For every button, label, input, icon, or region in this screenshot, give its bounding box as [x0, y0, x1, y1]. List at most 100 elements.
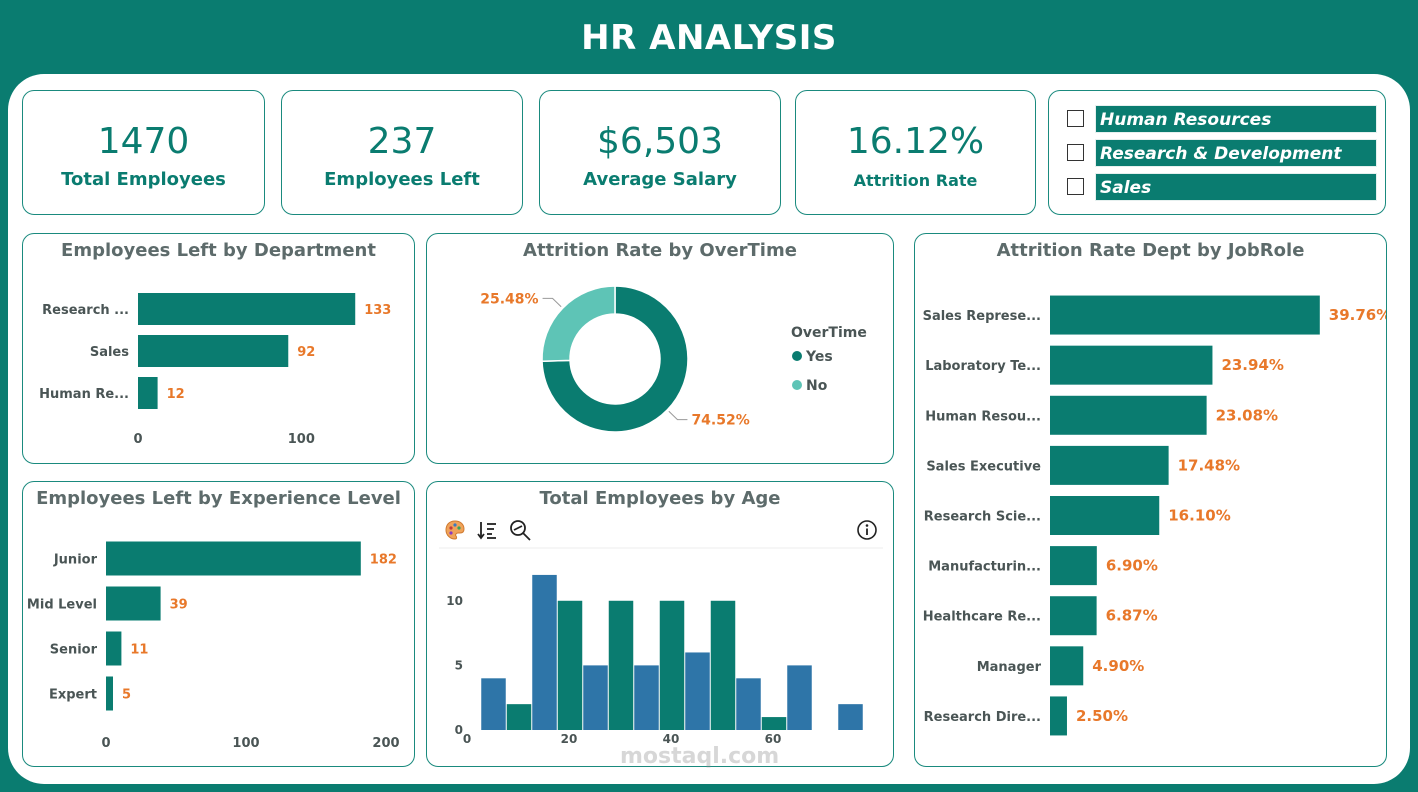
age-bar-6	[634, 665, 659, 730]
value-label: 23.08%	[1216, 406, 1278, 424]
age-bar-0	[481, 678, 506, 730]
category-label: Healthcare Re...	[923, 610, 1041, 625]
value-label: 23.94%	[1221, 356, 1283, 374]
bar-8	[1050, 696, 1067, 736]
slicer-item-research-development[interactable]: Research & Development	[1067, 139, 1377, 167]
kpi-value: 1470	[97, 121, 190, 162]
value-label: 16.10%	[1168, 507, 1230, 525]
x-tick-label: 40	[663, 732, 680, 746]
chart-total-employees-by-age[interactable]: Total Employees by Age 0 5 10 0	[426, 481, 894, 767]
zoom-icon[interactable]	[510, 520, 531, 541]
x-tick-label: 100	[232, 736, 259, 751]
kpi-value: $6,503	[597, 121, 723, 162]
category-label: Research Scie...	[924, 510, 1041, 525]
kpi-label: Total Employees	[61, 169, 226, 190]
bar-1	[106, 586, 161, 621]
bar-2	[106, 631, 122, 666]
checkbox[interactable]	[1067, 178, 1084, 195]
value-label: 11	[130, 643, 148, 658]
age-bar-8	[685, 652, 710, 730]
y-tick-label: 0	[455, 723, 463, 737]
chart-attrition-by-overtime[interactable]: Attrition Rate by OverTime 74.52% 25.48% O…	[426, 233, 894, 464]
value-label: 74.52%	[691, 413, 749, 429]
category-label: Laboratory Te...	[925, 359, 1041, 374]
age-bar-10	[736, 678, 761, 730]
slicer-label[interactable]: Sales	[1095, 173, 1377, 201]
department-bar-chart: Research ... 133 Sales 92 Human Re... 12 0 100	[39, 293, 391, 447]
age-histogram: 0 5 10 0 20 40 60	[446, 574, 863, 746]
chart-employees-left-by-department[interactable]: Employees Left by Department Research ..…	[22, 233, 415, 464]
category-label: Expert	[49, 688, 97, 703]
jobrole-bar-chart: Sales Represe... 39.76% Laboratory Te... 23…	[923, 295, 1386, 736]
legend-marker	[792, 380, 802, 390]
bar-1	[138, 335, 289, 367]
legend-title: OverTime	[791, 325, 867, 341]
x-tick-label: 0	[463, 732, 471, 746]
category-label: Junior	[53, 553, 98, 568]
chart-title: Attrition Rate Dept by JobRole	[996, 240, 1305, 261]
checkbox[interactable]	[1067, 110, 1084, 127]
kpi-label: Employees Left	[324, 169, 480, 190]
legend-label: No	[806, 378, 828, 394]
bar-3	[106, 676, 113, 711]
category-label: Research ...	[42, 303, 129, 318]
donut-slice-yes	[541, 285, 689, 433]
bar-5	[1050, 546, 1097, 586]
age-bar-11	[761, 717, 787, 730]
y-tick-label: 5	[455, 658, 463, 672]
slicer-item-human-resources[interactable]: Human Resources	[1067, 105, 1377, 133]
kpi-total-employees[interactable]: 1470 Total Employees	[22, 90, 265, 215]
kpi-attrition-rate[interactable]: 16.12% Attrition Rate	[795, 90, 1036, 215]
age-bar-5	[608, 600, 634, 730]
slicer-label[interactable]: Research & Development	[1095, 139, 1377, 167]
age-bar-2	[532, 574, 557, 730]
info-icon[interactable]	[857, 520, 877, 540]
slicer-label[interactable]: Human Resources	[1095, 105, 1377, 133]
category-label: Manager	[977, 660, 1042, 675]
value-label: 182	[370, 553, 397, 568]
kpi-average-salary[interactable]: $6,503 Average Salary	[539, 90, 781, 215]
kpi-employees-left[interactable]: 237 Employees Left	[281, 90, 523, 215]
value-label: 25.48%	[480, 291, 538, 307]
age-bar-9	[710, 600, 736, 730]
age-bar-12	[787, 665, 812, 730]
bar-7	[1050, 646, 1084, 686]
age-bar-1	[506, 704, 532, 730]
category-label: Sales Represe...	[923, 309, 1041, 324]
kpi-value: 237	[367, 121, 437, 162]
value-label: 6.90%	[1106, 557, 1158, 575]
chart-title: Employees Left by Experience Level	[36, 488, 401, 509]
age-bar-7	[659, 600, 685, 730]
donut-slice-no	[541, 285, 616, 362]
chart-toolbar	[439, 520, 883, 549]
x-tick-label: 200	[372, 736, 399, 751]
age-bar-4	[583, 665, 608, 730]
bar-1	[1050, 345, 1213, 385]
sort-icon[interactable]	[477, 522, 496, 540]
category-label: Human Re...	[39, 387, 129, 402]
overtime-donut-chart: 74.52% 25.48% OverTime Yes No	[480, 285, 867, 433]
value-label: 133	[364, 303, 391, 318]
leader-line	[542, 297, 562, 308]
bar-4	[1050, 496, 1160, 535]
bar-2	[138, 377, 158, 409]
category-label: Sales	[90, 345, 129, 360]
checkbox[interactable]	[1067, 144, 1084, 161]
x-tick-label: 0	[101, 736, 110, 751]
x-tick-label: 60	[765, 732, 782, 746]
x-tick-label: 20	[561, 732, 578, 746]
palette-icon[interactable]	[445, 520, 465, 540]
value-label: 4.90%	[1092, 657, 1144, 675]
bar-3	[1050, 445, 1169, 485]
chart-employees-left-by-experience[interactable]: Employees Left by Experience Level Junio…	[22, 481, 415, 767]
chart-title: Attrition Rate by OverTime	[523, 240, 797, 261]
chart-attrition-by-jobrole[interactable]: Attrition Rate Dept by JobRole Sales Rep…	[914, 233, 1387, 767]
leader-line	[668, 410, 688, 421]
value-label: 6.87%	[1106, 607, 1158, 625]
slicer-item-sales[interactable]: Sales	[1067, 173, 1377, 201]
value-label: 5	[122, 688, 131, 703]
bar-0	[1050, 295, 1320, 335]
category-label: Mid Level	[27, 598, 97, 613]
y-tick-label: 10	[446, 594, 463, 608]
kpi-label: Average Salary	[583, 169, 737, 190]
